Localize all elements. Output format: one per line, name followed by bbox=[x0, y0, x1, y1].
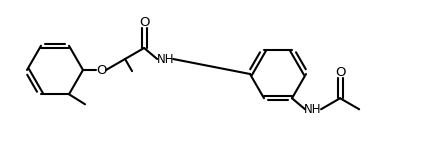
Text: NH: NH bbox=[304, 103, 322, 116]
Text: O: O bbox=[96, 63, 106, 77]
Text: NH: NH bbox=[156, 53, 174, 66]
Text: O: O bbox=[335, 66, 346, 79]
Text: O: O bbox=[139, 16, 149, 29]
